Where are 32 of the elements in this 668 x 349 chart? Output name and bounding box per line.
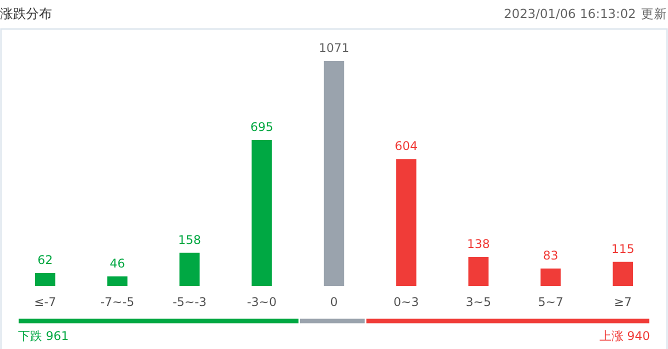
bar — [396, 159, 416, 286]
data-label: 604 — [394, 139, 418, 154]
data-label: 158 — [178, 232, 202, 247]
data-label: 115 — [611, 242, 634, 256]
x-tick-label: -5~-3 — [172, 295, 207, 309]
x-tick-label: 0 — [330, 295, 338, 309]
x-tick-label: -3~0 — [246, 295, 277, 309]
text: 更新 — [641, 6, 667, 21]
data-label: 46 — [110, 256, 125, 270]
bar — [540, 268, 561, 286]
bar — [612, 262, 633, 286]
x-tick-label: ≥7 — [614, 295, 632, 309]
bar — [35, 272, 56, 286]
x-tick-label: 0~3 — [394, 295, 419, 309]
data-label: 138 — [466, 237, 490, 252]
x-tick-label: 3~5 — [466, 295, 492, 309]
data-label: 1071 — [318, 41, 350, 55]
x-tick-label: 5~7 — [538, 295, 564, 309]
x-tick-label: ≤-7 — [34, 295, 56, 309]
bar — [324, 61, 344, 286]
text: 下跌 961 — [18, 329, 69, 343]
data-label: 83 — [543, 248, 558, 263]
x-tick-label: -7~-5 — [100, 295, 134, 309]
chart-title: 涨跌分布 — [0, 7, 52, 22]
chart-subtitle: 2023/01/06 16:13:02 — [504, 6, 636, 21]
bar — [468, 257, 489, 286]
bar — [252, 140, 272, 286]
bar — [107, 276, 128, 286]
text: 上涨 940 — [599, 329, 650, 343]
data-label: 695 — [250, 120, 274, 134]
data-label: 62 — [37, 252, 53, 267]
bar — [179, 252, 200, 286]
